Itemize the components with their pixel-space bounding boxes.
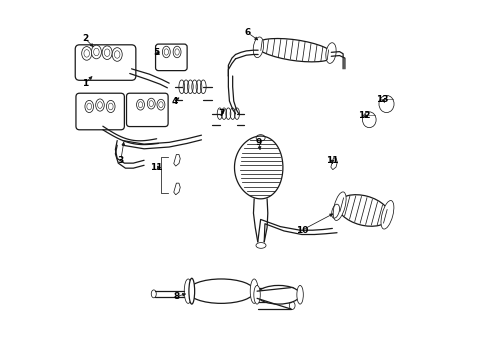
Text: 10: 10	[295, 226, 307, 235]
FancyBboxPatch shape	[76, 93, 124, 130]
Polygon shape	[330, 158, 337, 170]
FancyBboxPatch shape	[155, 44, 187, 71]
Ellipse shape	[112, 48, 122, 61]
Text: 3: 3	[118, 156, 123, 165]
Text: 6: 6	[244, 28, 251, 37]
FancyBboxPatch shape	[75, 45, 136, 80]
Ellipse shape	[362, 112, 375, 128]
Ellipse shape	[136, 99, 144, 110]
Ellipse shape	[91, 45, 101, 59]
Ellipse shape	[147, 98, 155, 109]
Text: 7: 7	[218, 109, 224, 118]
Ellipse shape	[255, 39, 333, 62]
Text: 8: 8	[173, 292, 179, 301]
Ellipse shape	[188, 278, 194, 304]
Ellipse shape	[173, 46, 181, 58]
Polygon shape	[173, 183, 180, 195]
Polygon shape	[234, 136, 283, 199]
Ellipse shape	[102, 46, 112, 59]
Ellipse shape	[250, 279, 258, 303]
Text: 1: 1	[81, 79, 88, 88]
Ellipse shape	[325, 43, 335, 63]
Ellipse shape	[378, 95, 393, 113]
Ellipse shape	[81, 46, 92, 60]
Text: 9: 9	[255, 138, 262, 147]
Polygon shape	[173, 154, 180, 166]
Ellipse shape	[257, 285, 300, 304]
Text: 12: 12	[358, 111, 370, 120]
Text: 4: 4	[171, 96, 178, 105]
Ellipse shape	[253, 285, 260, 304]
Ellipse shape	[162, 46, 170, 58]
Ellipse shape	[380, 201, 393, 229]
Ellipse shape	[184, 279, 192, 303]
Ellipse shape	[106, 100, 115, 113]
Ellipse shape	[253, 37, 263, 58]
Text: 11: 11	[325, 156, 338, 165]
Ellipse shape	[337, 195, 388, 226]
Text: 2: 2	[81, 34, 88, 43]
Ellipse shape	[85, 100, 93, 113]
Text: 5: 5	[153, 48, 160, 57]
Ellipse shape	[296, 285, 303, 304]
Text: 13: 13	[376, 95, 388, 104]
FancyBboxPatch shape	[126, 93, 168, 127]
Text: 11: 11	[150, 163, 163, 172]
Ellipse shape	[332, 192, 346, 220]
Ellipse shape	[157, 99, 164, 110]
Ellipse shape	[187, 279, 254, 303]
Ellipse shape	[96, 99, 104, 111]
